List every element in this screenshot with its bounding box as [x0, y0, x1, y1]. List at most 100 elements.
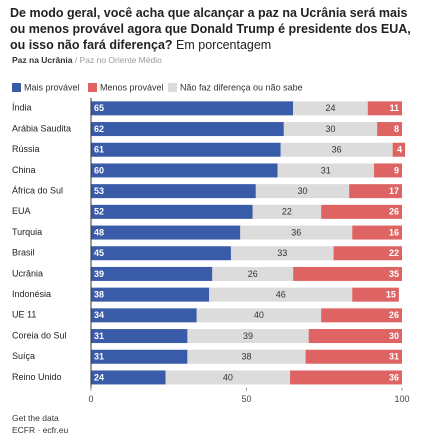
- title-block: De modo geral, você acha que alcançar a …: [10, 5, 415, 53]
- value-label: 30: [297, 186, 307, 196]
- value-label: 30: [389, 331, 399, 341]
- bar-segment: [277, 163, 375, 178]
- value-label: 30: [325, 124, 335, 134]
- bar-segment: [91, 266, 213, 281]
- bar-segment: [91, 349, 188, 364]
- value-label: 46: [276, 290, 286, 300]
- x-tick-label: 50: [241, 394, 251, 404]
- value-label: 31: [389, 352, 399, 362]
- bar-segment: [374, 163, 402, 178]
- value-label: 65: [94, 103, 104, 113]
- value-label: 48: [94, 227, 104, 237]
- category-label: Turquia: [12, 227, 42, 237]
- bar-segment: [349, 184, 402, 199]
- value-label: 11: [389, 103, 399, 113]
- legend-swatch: [88, 83, 97, 92]
- bar-segment: [212, 266, 294, 281]
- value-label: 8: [394, 124, 399, 134]
- get-data-link[interactable]: Get the data: [12, 413, 59, 423]
- value-label: 53: [94, 186, 104, 196]
- category-label: Coreia do Sul: [12, 330, 67, 340]
- bar-segment: [91, 204, 253, 219]
- bar-segment: [252, 204, 322, 219]
- value-label: 26: [389, 207, 399, 217]
- bar-segment: [187, 349, 306, 364]
- tab[interactable]: Paz no Oriente Médio: [79, 55, 162, 65]
- category-label: Brasil: [12, 248, 35, 258]
- value-label: 36: [332, 145, 342, 155]
- value-label: 35: [389, 269, 399, 279]
- value-label: 36: [389, 372, 399, 382]
- value-label: 17: [389, 186, 399, 196]
- bar-segment: [255, 184, 350, 199]
- bar-segment: [392, 142, 406, 157]
- category-label: EUA: [12, 206, 31, 216]
- tabs: Paz na Ucrânia / Paz no Oriente Médio: [12, 55, 162, 65]
- value-label: 40: [254, 310, 264, 320]
- bar-segment: [377, 122, 402, 137]
- bar-segment: [91, 163, 278, 178]
- x-tick-label: 0: [88, 394, 93, 404]
- bar-segment: [91, 246, 231, 261]
- value-label: 39: [243, 331, 253, 341]
- value-label: 26: [389, 310, 399, 320]
- x-tick-label: 100: [394, 394, 409, 404]
- bar-segment: [308, 329, 402, 344]
- bar-segment: [293, 266, 402, 281]
- source: ECFR · ecfr.eu: [12, 425, 69, 435]
- bar-segment: [165, 370, 291, 385]
- tab-separator: /: [74, 55, 78, 65]
- value-label: 34: [94, 310, 104, 320]
- legend-swatch: [168, 83, 177, 92]
- category-label: Rússia: [12, 144, 40, 154]
- bar-segment: [367, 101, 402, 116]
- value-label: 36: [291, 227, 301, 237]
- bar-segment: [321, 308, 402, 323]
- bar-segment: [290, 370, 402, 385]
- chart: Mais provável Menos provável Não faz difer…: [12, 82, 410, 404]
- bar-segment: [91, 101, 294, 116]
- bar-segment: [187, 329, 309, 344]
- value-label: 38: [241, 352, 251, 362]
- value-label: 33: [277, 248, 287, 258]
- value-label: 52: [94, 207, 104, 217]
- category-label: Ucrânia: [12, 268, 43, 278]
- category-label: África do Sul: [12, 186, 63, 196]
- bar-segment: [91, 225, 241, 240]
- value-label: 16: [389, 227, 399, 237]
- category-label: Arábia Saudita: [12, 123, 71, 133]
- value-label: 26: [248, 269, 258, 279]
- value-label: 61: [94, 145, 104, 155]
- bar-segment: [352, 287, 399, 302]
- bar-segment: [196, 308, 322, 323]
- value-label: 15: [386, 290, 396, 300]
- bar-segment: [240, 225, 353, 240]
- value-label: 39: [94, 269, 104, 279]
- tab[interactable]: Paz na Ucrânia: [12, 55, 73, 65]
- bar-segment: [293, 101, 368, 116]
- chart-title: De modo geral, você acha que alcançar a …: [10, 6, 411, 52]
- value-label: 62: [94, 124, 104, 134]
- value-label: 22: [282, 207, 292, 217]
- category-label: UE 11: [12, 310, 36, 320]
- value-label: 31: [94, 352, 104, 362]
- value-label: 24: [325, 103, 335, 113]
- bar-segment: [333, 246, 402, 261]
- value-label: 24: [94, 372, 104, 382]
- legend-label: Menos provável: [100, 82, 164, 92]
- bar-segment: [91, 184, 256, 199]
- legend-label: Não faz diferença ou não sabe: [180, 82, 303, 92]
- category-label: China: [12, 165, 36, 175]
- value-label: 31: [94, 331, 104, 341]
- value-label: 45: [94, 248, 104, 258]
- bar-segment: [91, 142, 281, 157]
- category-label: Índia: [12, 103, 32, 113]
- bar-segment: [91, 329, 188, 344]
- value-label: 40: [223, 372, 233, 382]
- footer: Get the data ECFR · ecfr.eu: [12, 412, 68, 436]
- chart-subtitle: Em porcentagem: [176, 38, 272, 52]
- bar-segment: [321, 204, 402, 219]
- bar-segment: [91, 370, 166, 385]
- value-label: 31: [321, 165, 331, 175]
